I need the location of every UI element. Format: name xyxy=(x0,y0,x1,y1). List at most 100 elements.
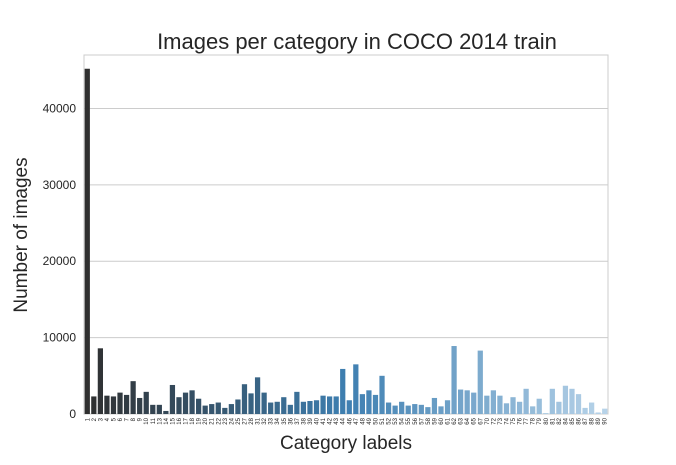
x-tick-label: 88 xyxy=(590,417,596,424)
bar-category-60 xyxy=(438,406,444,414)
x-tick-label: 7 xyxy=(125,417,131,421)
x-tick-label: 73 xyxy=(498,417,504,424)
bar-category-85 xyxy=(569,388,575,414)
bar-category-64 xyxy=(464,390,470,414)
x-tick-label: 24 xyxy=(229,417,235,424)
bar-category-55 xyxy=(405,405,411,414)
bar-category-2 xyxy=(91,396,97,414)
x-tick-label: 63 xyxy=(459,417,465,424)
x-tick-label: 79 xyxy=(537,417,543,424)
bar-category-21 xyxy=(209,404,215,414)
x-tick-label: 1 xyxy=(85,417,91,421)
x-tick-label: 54 xyxy=(400,417,406,424)
bar-category-27 xyxy=(241,384,248,414)
bar-category-22 xyxy=(215,402,221,414)
bar-category-20 xyxy=(202,405,208,414)
bar-category-67 xyxy=(477,350,483,414)
bar-category-42 xyxy=(327,396,333,414)
bar-category-54 xyxy=(399,401,405,414)
x-tick-label: 47 xyxy=(354,417,360,424)
x-tick-label: 60 xyxy=(439,417,445,424)
bar-category-17 xyxy=(182,392,189,414)
x-tick-label: 23 xyxy=(223,417,229,424)
x-tick-label: 57 xyxy=(419,417,425,424)
x-tick-label: 75 xyxy=(511,417,517,424)
x-tick-label: 42 xyxy=(328,417,334,424)
bar-category-73 xyxy=(497,395,503,414)
bar-category-23 xyxy=(222,407,228,414)
y-axis-label: Number of images xyxy=(11,157,32,312)
bar-category-9 xyxy=(137,397,143,414)
bar-category-11 xyxy=(150,404,156,414)
y-tick-label: 10000 xyxy=(43,331,77,345)
bar-category-3 xyxy=(97,348,103,414)
x-tick-label: 84 xyxy=(563,417,569,424)
x-tick-label: 44 xyxy=(341,417,347,424)
x-tick-label: 81 xyxy=(550,417,556,424)
bar-category-53 xyxy=(392,405,398,414)
x-tick-label: 43 xyxy=(334,417,340,424)
y-tick-labels: 0 10000 20000 30000 40000 xyxy=(43,101,77,421)
x-tick-label: 17 xyxy=(184,417,190,424)
chart-title: Images per category in COCO 2014 train xyxy=(157,29,557,54)
bars xyxy=(84,68,608,415)
bar-category-7 xyxy=(123,394,130,414)
bar-category-84 xyxy=(562,385,569,414)
bar-category-34 xyxy=(274,401,280,414)
x-tick-label: 20 xyxy=(203,417,209,424)
x-tick-label: 39 xyxy=(308,417,314,424)
bar-category-56 xyxy=(412,404,418,414)
x-tick-label: 89 xyxy=(596,417,602,424)
bar-category-6 xyxy=(117,392,123,414)
x-tick-label: 55 xyxy=(406,417,412,424)
x-tick-label: 4 xyxy=(105,417,111,421)
bar-category-32 xyxy=(261,392,267,414)
bar-category-74 xyxy=(503,403,510,414)
bar-category-70 xyxy=(484,395,490,414)
plot-frame xyxy=(83,54,609,415)
x-tick-label: 40 xyxy=(315,417,321,424)
x-tick-label: 18 xyxy=(190,417,196,424)
x-tick-label: 70 xyxy=(485,417,491,424)
bar-category-16 xyxy=(176,397,182,414)
bar-category-44 xyxy=(340,368,346,414)
bar-category-38 xyxy=(300,401,307,414)
x-tick-label: 31 xyxy=(256,417,262,424)
bar-category-79 xyxy=(536,398,542,414)
x-tick-label: 16 xyxy=(177,417,183,424)
bar-category-57 xyxy=(418,404,424,414)
bar-category-77 xyxy=(523,388,529,414)
x-tick-label: 86 xyxy=(577,417,583,424)
x-tick-label: 77 xyxy=(524,417,530,424)
bar-category-28 xyxy=(248,393,254,414)
x-tick-label: 90 xyxy=(603,417,609,424)
bar-category-40 xyxy=(313,400,320,414)
bar-category-82 xyxy=(556,401,562,414)
bar-category-35 xyxy=(281,397,287,414)
bar-category-19 xyxy=(196,398,202,414)
x-tick-label: 76 xyxy=(518,417,524,424)
x-tick-label: 2 xyxy=(92,417,98,421)
bar-category-90 xyxy=(602,408,608,414)
x-tick-label: 48 xyxy=(360,417,366,424)
x-tick-label: 62 xyxy=(452,417,458,424)
grid-lines xyxy=(84,107,608,415)
x-tick-label: 37 xyxy=(295,417,301,424)
x-tick-label: 58 xyxy=(426,417,432,424)
x-tick-label: 59 xyxy=(432,417,438,424)
x-tick-label: 14 xyxy=(164,417,170,424)
x-tick-label: 65 xyxy=(472,417,478,424)
bar-category-61 xyxy=(444,400,451,414)
x-tick-label: 74 xyxy=(504,417,510,424)
bar-category-81 xyxy=(549,388,555,414)
bar-category-48 xyxy=(359,394,365,414)
bar-category-25 xyxy=(235,399,241,414)
y-tick-label: 20000 xyxy=(43,254,77,268)
bar-category-51 xyxy=(379,375,385,414)
bar-category-89 xyxy=(595,412,601,414)
x-tick-label: 8 xyxy=(131,417,137,421)
x-tick-label: 35 xyxy=(282,417,288,424)
bar-category-50 xyxy=(372,394,379,414)
